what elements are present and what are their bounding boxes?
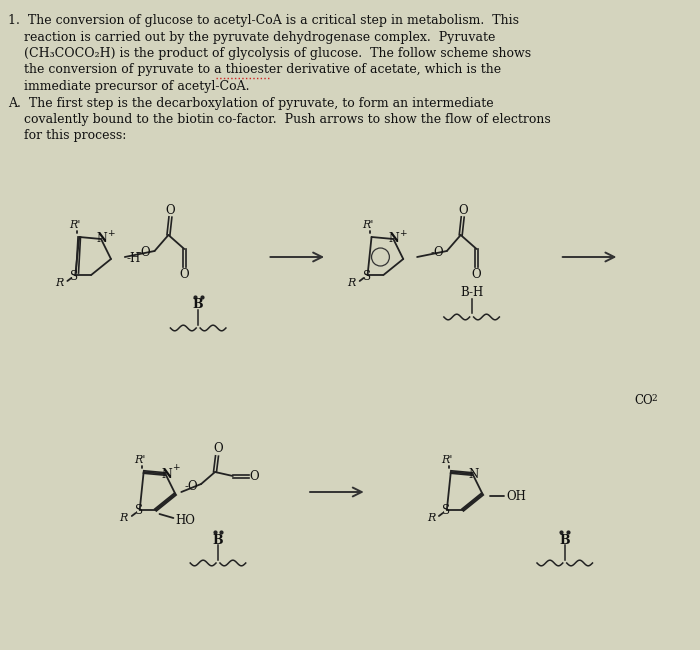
Text: N: N	[161, 467, 172, 480]
Text: R': R'	[441, 455, 452, 465]
Text: 2: 2	[651, 394, 657, 403]
Text: R': R'	[69, 220, 81, 230]
Text: R: R	[120, 513, 128, 523]
Text: CO: CO	[634, 393, 652, 406]
Text: R: R	[55, 278, 64, 288]
Text: S: S	[70, 270, 78, 283]
Text: O: O	[458, 203, 468, 216]
Text: 1.  The conversion of glucose to acetyl-CoA is a critical step in metabolism.  T: 1. The conversion of glucose to acetyl-C…	[8, 14, 519, 27]
Text: O: O	[472, 268, 482, 281]
Text: R': R'	[362, 220, 373, 230]
Text: N: N	[389, 233, 400, 246]
Text: -O: -O	[430, 246, 444, 259]
Text: for this process:: for this process:	[8, 129, 126, 142]
Text: -H: -H	[127, 252, 141, 265]
Text: covalently bound to the biotin co-factor.  Push arrows to show the flow of elect: covalently bound to the biotin co-factor…	[8, 113, 551, 126]
Text: S: S	[442, 504, 450, 517]
Text: N: N	[97, 233, 107, 246]
Text: the conversion of pyruvate to a thioester derivative of acetate, which is the: the conversion of pyruvate to a thioeste…	[8, 64, 501, 77]
Text: -O: -O	[138, 246, 151, 259]
Text: R: R	[427, 513, 435, 523]
Text: B: B	[559, 534, 570, 547]
Text: (CH₃COCO₂H) is the product of glycolysis of glucose.  The follow scheme shows: (CH₃COCO₂H) is the product of glycolysis…	[8, 47, 531, 60]
Text: S: S	[134, 504, 143, 517]
Text: S: S	[363, 270, 371, 283]
Text: +: +	[400, 229, 407, 237]
Text: O: O	[166, 203, 175, 216]
Text: B-H: B-H	[460, 287, 483, 300]
Text: immediate precursor of acetyl-CoA.: immediate precursor of acetyl-CoA.	[8, 80, 249, 93]
Text: B: B	[193, 298, 204, 311]
Text: R': R'	[134, 455, 146, 465]
Text: A.  The first step is the decarboxylation of pyruvate, to form an intermediate: A. The first step is the decarboxylation…	[8, 96, 493, 109]
Text: B: B	[213, 534, 223, 547]
Text: R: R	[347, 278, 356, 288]
Text: O: O	[214, 443, 223, 456]
Text: OH: OH	[506, 489, 526, 502]
Text: N: N	[468, 467, 479, 480]
Text: HO: HO	[176, 514, 195, 526]
Text: +: +	[172, 463, 179, 473]
Text: -O: -O	[184, 480, 198, 493]
Text: O: O	[250, 469, 260, 482]
Text: +: +	[107, 229, 115, 237]
Text: O: O	[179, 268, 189, 281]
Text: reaction is carried out by the pyruvate dehydrogenase complex.  Pyruvate: reaction is carried out by the pyruvate …	[8, 31, 496, 44]
